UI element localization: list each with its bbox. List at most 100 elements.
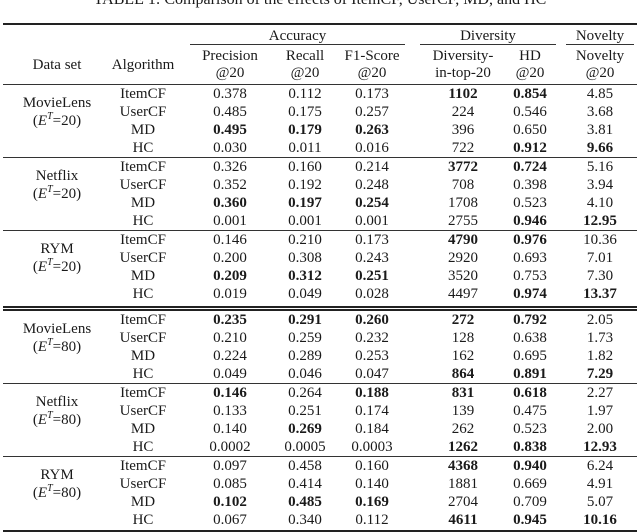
table-value: 0.0003 bbox=[351, 439, 393, 455]
dataset-name: RYM bbox=[40, 467, 74, 483]
algorithm-name: ItemCF bbox=[120, 385, 166, 401]
algorithm-name: ItemCF bbox=[120, 312, 166, 328]
table-value: 0.112 bbox=[288, 86, 322, 102]
table-value: 0.214 bbox=[355, 159, 389, 175]
table-value: 3.94 bbox=[586, 177, 614, 193]
table-value: 0.133 bbox=[213, 403, 247, 419]
algorithm-name: ItemCF bbox=[120, 159, 166, 175]
table-value: 0.232 bbox=[355, 330, 389, 346]
table-value: 224 bbox=[451, 104, 475, 120]
table-value: 0.001 bbox=[355, 213, 389, 229]
table-value: 0.709 bbox=[513, 494, 547, 510]
table-value: 1881 bbox=[448, 476, 478, 492]
table-value: 3772 bbox=[448, 159, 478, 175]
table-caption: TABLE 1: Comparison of the effects of It… bbox=[0, 0, 640, 9]
table-value: 0.891 bbox=[513, 366, 547, 382]
condition-value: =80 bbox=[52, 339, 77, 355]
table-value: 0.523 bbox=[513, 195, 547, 211]
table-value: 0.019 bbox=[213, 286, 247, 302]
table-value: 0.940 bbox=[513, 458, 547, 474]
table-value: 0.912 bbox=[513, 140, 547, 156]
table-value: 3.68 bbox=[586, 104, 614, 120]
condition-variable: E bbox=[37, 485, 48, 501]
table-value: 3520 bbox=[448, 268, 478, 284]
table-value: 0.224 bbox=[213, 348, 247, 364]
condition-value: =20 bbox=[52, 259, 77, 275]
table-value: 0.976 bbox=[513, 232, 547, 248]
table-value: 0.257 bbox=[355, 104, 389, 120]
table-value: 272 bbox=[451, 312, 475, 328]
column-header-line: Precision bbox=[202, 48, 258, 64]
table-value: 0.669 bbox=[513, 476, 547, 492]
table-value: 0.945 bbox=[513, 512, 547, 528]
table-value: 4790 bbox=[448, 232, 478, 248]
table-value: 0.618 bbox=[513, 385, 547, 401]
condition-value: =80 bbox=[52, 412, 77, 428]
algorithm-name: UserCF bbox=[119, 250, 167, 266]
table-value: 7.01 bbox=[586, 250, 614, 266]
table-value: 0.173 bbox=[355, 86, 389, 102]
table-value: 0.173 bbox=[355, 232, 389, 248]
group-rule bbox=[3, 456, 637, 457]
dataset-name: Netflix bbox=[35, 394, 79, 410]
table-value: 0.974 bbox=[513, 286, 547, 302]
table-value: 4.10 bbox=[586, 195, 614, 211]
table-value: 0.0005 bbox=[284, 439, 326, 455]
table-value: 0.753 bbox=[513, 268, 547, 284]
table-value: 6.24 bbox=[586, 458, 614, 474]
group-rule bbox=[3, 383, 637, 384]
table-value: 4.91 bbox=[586, 476, 614, 492]
table-value: 0.352 bbox=[213, 177, 247, 193]
table-value: 0.243 bbox=[355, 250, 389, 266]
table-value: 0.235 bbox=[213, 312, 247, 328]
table-value: 0.200 bbox=[213, 250, 247, 266]
group-rule bbox=[3, 157, 637, 158]
table-value: 0.546 bbox=[513, 104, 547, 120]
table-value: 0.146 bbox=[213, 385, 247, 401]
table-value: 0.210 bbox=[213, 330, 247, 346]
column-header-line: Recall bbox=[285, 48, 325, 64]
condition-variable: E bbox=[37, 113, 48, 129]
table-value: 0.838 bbox=[513, 439, 547, 455]
algorithm-name: HC bbox=[132, 512, 154, 528]
table-value: 0.414 bbox=[288, 476, 322, 492]
algorithm-name: ItemCF bbox=[120, 458, 166, 474]
column-header: F1-Score @20 bbox=[345, 48, 400, 82]
table-value: 0.251 bbox=[355, 268, 389, 284]
dataset-name: MovieLens bbox=[22, 321, 92, 337]
algorithm-name: UserCF bbox=[119, 476, 167, 492]
table-value: 0.102 bbox=[213, 494, 247, 510]
column-header-line: F1-Score bbox=[344, 48, 400, 64]
table-value: 0.175 bbox=[288, 104, 322, 120]
table-value: 4368 bbox=[448, 458, 478, 474]
table-value: 0.693 bbox=[513, 250, 547, 266]
algorithm-name: UserCF bbox=[119, 403, 167, 419]
table-value: 0.049 bbox=[213, 366, 247, 382]
algorithm-name: ItemCF bbox=[120, 86, 166, 102]
table-value: 0.184 bbox=[355, 421, 389, 437]
table-value: 262 bbox=[451, 421, 475, 437]
header-algorithm: Algorithm bbox=[111, 57, 175, 73]
column-header-line: in-top-20 bbox=[435, 65, 491, 81]
double-rule bbox=[3, 306, 637, 308]
condition-superscript: T bbox=[47, 483, 53, 494]
condition-superscript: T bbox=[47, 410, 53, 421]
table-value: 2704 bbox=[448, 494, 478, 510]
column-header-line: Diversity- bbox=[432, 48, 494, 64]
algorithm-name: UserCF bbox=[119, 177, 167, 193]
table-value: 1262 bbox=[448, 439, 478, 455]
table-value: 1.97 bbox=[586, 403, 614, 419]
table-value: 396 bbox=[451, 122, 475, 138]
condition-superscript: T bbox=[47, 337, 53, 348]
table-value: 0.188 bbox=[355, 385, 389, 401]
table-value: 0.724 bbox=[513, 159, 547, 175]
table-value: 0.259 bbox=[288, 330, 322, 346]
table-value: 0.030 bbox=[213, 140, 247, 156]
algorithm-name: MD bbox=[130, 348, 156, 364]
column-header-line: @20 bbox=[585, 65, 615, 81]
table-value: 0.260 bbox=[355, 312, 389, 328]
header-group-diversity: Diversity bbox=[460, 28, 516, 44]
table-value: 0.289 bbox=[288, 348, 322, 364]
table-value: 2.05 bbox=[586, 312, 614, 328]
algorithm-name: MD bbox=[130, 122, 156, 138]
